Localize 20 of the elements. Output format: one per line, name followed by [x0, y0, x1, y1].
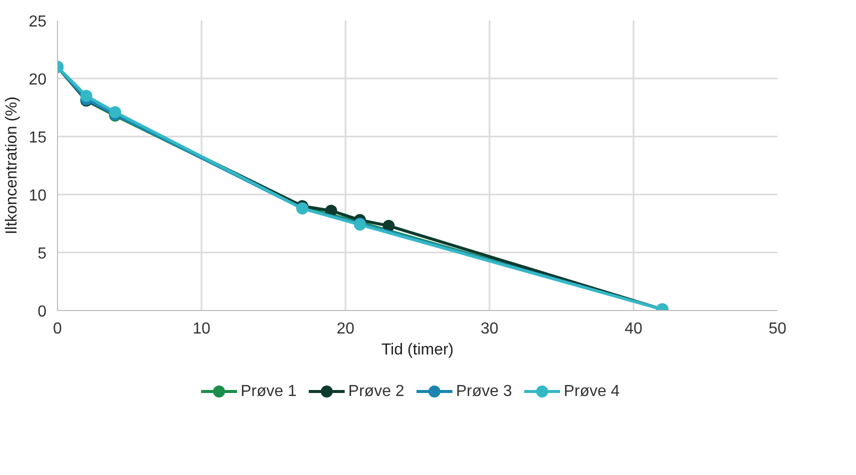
x-tick-label: 50 — [768, 320, 786, 338]
y-tick-label: 0 — [38, 304, 47, 320]
x-tick-label: 20 — [336, 320, 354, 338]
x-axis-title: Tid (timer) — [381, 342, 454, 358]
y-tick-label: 15 — [28, 130, 47, 146]
legend-label: Prøve 1 — [240, 383, 297, 400]
y-tick-label: 5 — [38, 246, 47, 262]
y-tick-label: 20 — [28, 72, 47, 88]
x-tick-label: 0 — [53, 320, 62, 338]
legend-label: Prøve 4 — [564, 383, 620, 400]
point — [382, 220, 395, 232]
x-tick-label: 30 — [480, 320, 498, 338]
x-tick-label: 10 — [192, 320, 210, 338]
legend-label: Prøve 3 — [456, 383, 512, 400]
x-tick-label: 40 — [624, 320, 642, 338]
y-axis-title: Iltkoncentration (%) — [4, 96, 21, 234]
y-tick-label: 25 — [28, 14, 47, 30]
legend-label: Prøve 2 — [348, 383, 404, 400]
y-tick-label: 10 — [28, 188, 47, 204]
point — [80, 90, 92, 102]
